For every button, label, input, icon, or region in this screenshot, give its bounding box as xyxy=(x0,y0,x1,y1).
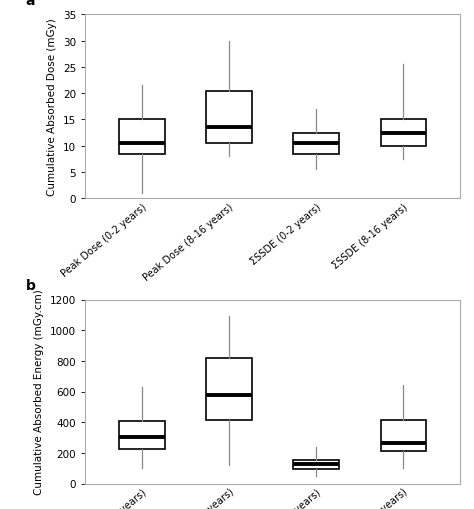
PathPatch shape xyxy=(119,421,164,449)
PathPatch shape xyxy=(206,358,252,420)
PathPatch shape xyxy=(119,120,164,154)
PathPatch shape xyxy=(293,460,339,469)
PathPatch shape xyxy=(381,120,426,147)
Text: b: b xyxy=(26,278,35,293)
PathPatch shape xyxy=(293,133,339,154)
PathPatch shape xyxy=(381,420,426,451)
Y-axis label: Cumulative Absorbed Energy (mGy.cm): Cumulative Absorbed Energy (mGy.cm) xyxy=(35,289,45,494)
PathPatch shape xyxy=(206,91,252,144)
Text: a: a xyxy=(26,0,35,8)
Y-axis label: Cumulative Absorbed Dose (mGy): Cumulative Absorbed Dose (mGy) xyxy=(47,18,57,196)
